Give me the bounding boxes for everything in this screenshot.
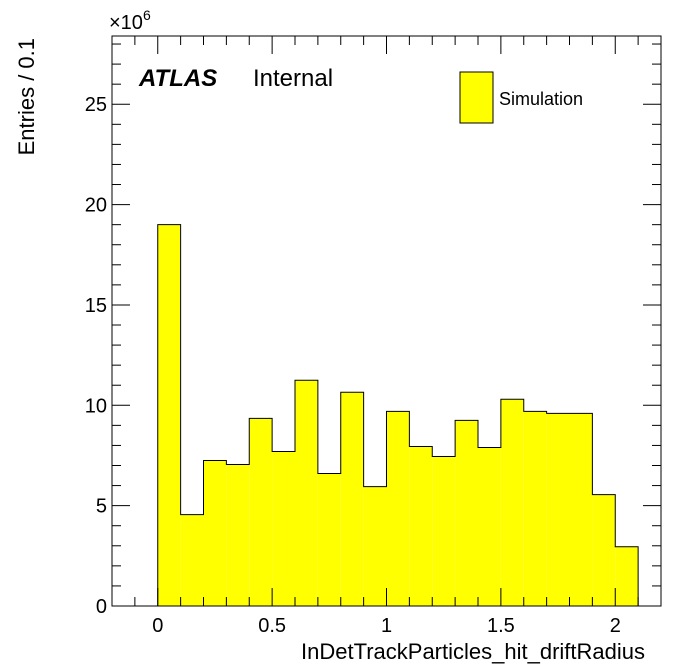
histogram-bar bbox=[180, 514, 204, 606]
y-multiplier-base: ×10 bbox=[109, 12, 143, 34]
x-tick-label: 2 bbox=[610, 615, 621, 637]
x-tick-label: 1 bbox=[381, 615, 392, 637]
y-tick-label: 20 bbox=[85, 195, 107, 217]
x-axis-title: InDetTrackParticles_hit_driftRadius bbox=[301, 639, 645, 664]
histogram-bar bbox=[249, 418, 273, 606]
atlas-label: ATLAS bbox=[138, 65, 217, 92]
histogram-outline bbox=[157, 224, 639, 606]
histogram-bar bbox=[363, 486, 387, 606]
bars-group bbox=[157, 224, 639, 606]
histogram-bar bbox=[523, 411, 547, 606]
histogram-bar bbox=[500, 399, 524, 606]
histogram-bar bbox=[546, 413, 570, 606]
y-multiplier-exp: 6 bbox=[143, 7, 151, 23]
histogram-bar bbox=[409, 446, 433, 606]
histogram-bar bbox=[317, 473, 341, 606]
histogram-bar bbox=[478, 447, 501, 606]
x-tick-label: 0 bbox=[152, 615, 163, 637]
y-axis-title: Entries / 0.1 bbox=[14, 38, 39, 155]
y-tick-label: 10 bbox=[85, 395, 107, 417]
histogram-bar bbox=[455, 420, 478, 606]
histogram-bar bbox=[203, 460, 227, 606]
histogram-bar bbox=[432, 456, 456, 606]
internal-label: Internal bbox=[253, 65, 333, 92]
histogram-bar bbox=[340, 392, 364, 606]
y-tick-label: 0 bbox=[96, 596, 107, 618]
histogram-bar bbox=[226, 464, 250, 606]
histogram-bar bbox=[592, 494, 616, 606]
histogram-bar bbox=[295, 380, 318, 606]
histogram-bar bbox=[615, 546, 639, 606]
histogram-bar bbox=[157, 224, 181, 606]
legend-swatch bbox=[459, 71, 494, 124]
y-tick-label: 15 bbox=[85, 295, 107, 317]
histogram-bar bbox=[386, 411, 410, 606]
x-tick-label: 0.5 bbox=[258, 615, 286, 637]
legend-entry: Simulation bbox=[499, 89, 583, 109]
y-multiplier: ×106 bbox=[109, 7, 151, 34]
histogram-bar bbox=[272, 451, 295, 606]
histogram-bar bbox=[569, 413, 593, 606]
y-tick-label: 25 bbox=[85, 94, 107, 116]
y-tick-label: 5 bbox=[96, 496, 107, 518]
x-tick-label: 1.5 bbox=[487, 615, 515, 637]
